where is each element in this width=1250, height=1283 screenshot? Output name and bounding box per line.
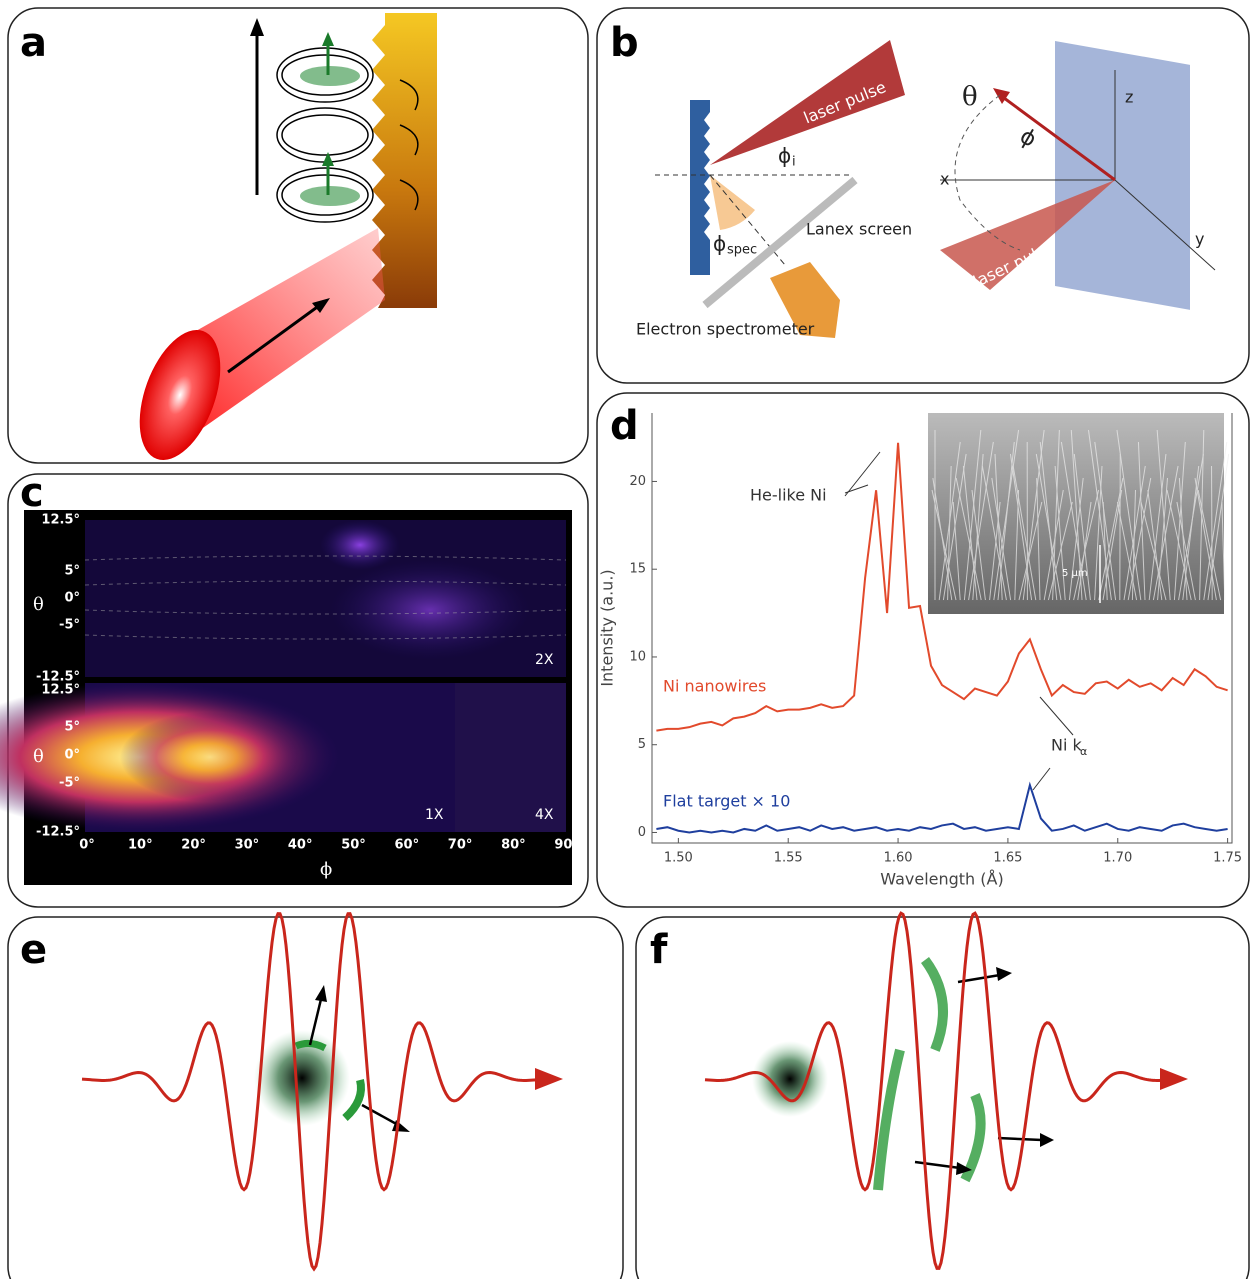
wire — [1212, 466, 1213, 600]
gain-label: 1X — [425, 807, 444, 823]
y-tick-label: 0° — [64, 748, 80, 763]
y-tick-label: 0° — [64, 591, 80, 606]
x-tick-label: 20° — [181, 838, 206, 853]
y-tick-label: 5° — [64, 720, 80, 735]
annotation: α — [1080, 745, 1087, 758]
y-tick-label: -12.5° — [36, 825, 80, 840]
x-tick-label: 1.70 — [1103, 851, 1132, 866]
label: θ — [962, 82, 978, 112]
x-tick-label: 90° — [554, 838, 579, 853]
x-tick-label: 70° — [448, 838, 473, 853]
label: Lanex screen — [806, 220, 912, 239]
annotation: Ni k — [1051, 736, 1083, 755]
legend-label: Flat target × 10 — [663, 792, 790, 811]
x-tick-label: 1.65 — [993, 851, 1022, 866]
axis-label: ϕ — [320, 859, 332, 880]
x-axis-label: Wavelength (Å) — [880, 870, 1003, 889]
gain-label: 2X — [535, 652, 554, 668]
y-tick-label: -5° — [59, 618, 80, 633]
panel-label: d — [610, 403, 639, 449]
y-tick-label: 12.5° — [41, 683, 80, 698]
y-tick-label: -5° — [59, 776, 80, 791]
scale-label: 5 μm — [1062, 568, 1088, 579]
x-tick-label: 80° — [501, 838, 526, 853]
x-tick-label: 10° — [128, 838, 153, 853]
panel-label: b — [610, 20, 639, 66]
sem-inset — [928, 413, 1229, 614]
x-tick-label: 1.50 — [664, 851, 693, 866]
x-tick-label: 1.55 — [774, 851, 803, 866]
y-tick-label: 12.5° — [41, 513, 80, 528]
label: Electron spectrometer — [636, 320, 815, 339]
y-tick-label: 10 — [629, 649, 646, 664]
axis-label: θ — [33, 746, 44, 767]
y-tick-label: 15 — [629, 562, 646, 577]
legend-label: Ni nanowires — [663, 677, 766, 696]
panel-label: f — [650, 927, 668, 973]
label: ϕ — [713, 232, 726, 256]
panel-label: a — [20, 20, 47, 66]
annotation: He-like Ni — [750, 486, 827, 505]
gain-label: 4X — [535, 807, 554, 823]
label: ϕ — [778, 144, 791, 168]
y-tick-label: 5 — [638, 737, 646, 752]
label: spec — [727, 243, 757, 258]
label: i — [792, 155, 796, 170]
x-tick-label: 50° — [341, 838, 366, 853]
y-tick-label: 20 — [629, 474, 646, 489]
label: z — [1125, 88, 1133, 107]
x-tick-label: 30° — [235, 838, 260, 853]
label: x — [940, 170, 949, 189]
x-tick-label: 1.60 — [884, 851, 913, 866]
y-axis-label: Intensity (a.u.) — [598, 569, 617, 686]
y-tick-label: 5° — [64, 564, 80, 579]
panel-label: e — [20, 927, 47, 973]
x-tick-label: 1.75 — [1213, 851, 1242, 866]
label: y — [1195, 230, 1204, 249]
panel-c-image — [0, 510, 572, 885]
x-tick-label: 40° — [288, 838, 313, 853]
x-tick-label: 60° — [395, 838, 420, 853]
panel-label: c — [20, 470, 44, 516]
y-tick-label: 0 — [638, 825, 646, 840]
x-tick-label: 0° — [79, 838, 95, 853]
axis-label: θ — [33, 594, 44, 615]
